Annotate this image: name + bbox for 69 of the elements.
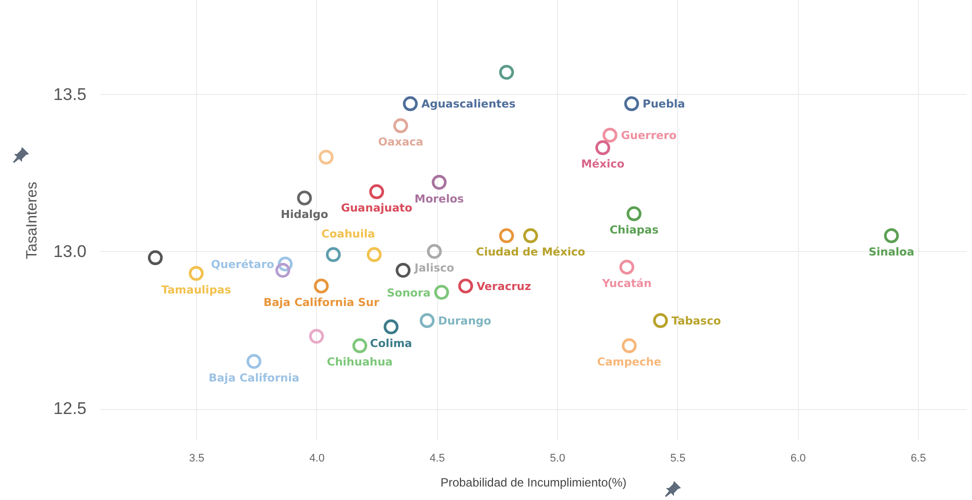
point	[326, 247, 341, 262]
point	[458, 278, 474, 294]
point	[499, 228, 514, 244]
point	[148, 250, 163, 266]
series-label: Guanajuato	[340, 202, 413, 215]
series-label: Baja California	[208, 371, 300, 384]
x-tick-label: 5.0	[550, 452, 566, 464]
point	[499, 64, 514, 80]
series-label: Tamaulipas	[161, 283, 232, 296]
series-label: Coahuila	[321, 228, 376, 241]
x-tick-label: 6.5	[910, 452, 926, 464]
series-label: Yucatán	[601, 277, 652, 290]
series-label: Tabasco	[671, 314, 722, 328]
point	[352, 338, 368, 354]
point	[595, 140, 610, 156]
y-tick-label: 13.0	[53, 242, 86, 261]
series-label: Sonora	[386, 286, 431, 300]
y-tick-label: 12.5	[53, 399, 86, 418]
x-axis-title: Probabilidad de Incumplimiento(%)	[440, 476, 627, 490]
point	[393, 118, 408, 134]
x-tick-label: 4.0	[309, 452, 325, 464]
point	[432, 174, 447, 190]
point	[434, 284, 450, 300]
point	[188, 266, 204, 281]
point	[619, 260, 634, 275]
y-tick-label: 13.5	[53, 84, 86, 104]
point	[523, 228, 538, 244]
point	[622, 338, 637, 354]
point	[396, 262, 411, 278]
point	[624, 96, 640, 112]
point	[402, 96, 418, 112]
series-label: Sinaloa	[868, 246, 914, 259]
series-label: Veracruz	[476, 280, 532, 293]
x-tick-label: 3.5	[189, 452, 204, 464]
point	[626, 206, 642, 222]
series-label: Baja California Sur	[263, 296, 380, 309]
point	[426, 244, 442, 259]
series-label: Morelos	[414, 192, 464, 206]
series-label: México	[581, 158, 625, 171]
point	[884, 228, 899, 244]
series-label: Chiapas	[610, 224, 659, 237]
series-label: Chihuahua	[326, 356, 393, 369]
point	[246, 354, 262, 369]
point	[602, 128, 618, 143]
point	[384, 319, 398, 334]
x-tick-label: 5.5	[670, 452, 686, 464]
series-label: Colima	[370, 336, 412, 350]
point	[314, 278, 329, 294]
point	[420, 313, 435, 328]
series-label: Hidalgo	[280, 208, 329, 221]
series-label: Puebla	[642, 98, 686, 111]
series-label: Guerrero	[620, 129, 678, 142]
y-axis-title: TasaInteres	[23, 182, 40, 260]
series-label: Oaxaca	[378, 136, 424, 149]
series-label: Ciudad de México	[476, 246, 586, 259]
point	[653, 313, 668, 328]
x-tick-label: 4.5	[430, 452, 445, 464]
point	[318, 150, 334, 165]
x-tick-label: 6.0	[790, 452, 806, 464]
series-label: Aguascalientes	[421, 98, 516, 111]
point	[309, 328, 324, 344]
point	[275, 262, 290, 278]
series-label: Querétaro	[211, 258, 275, 271]
series-label: Jalisco	[414, 261, 455, 274]
series-label: Campeche	[597, 356, 662, 369]
point	[366, 247, 382, 262]
point	[369, 184, 384, 200]
point	[297, 190, 312, 206]
series-label: Durango	[438, 314, 492, 328]
